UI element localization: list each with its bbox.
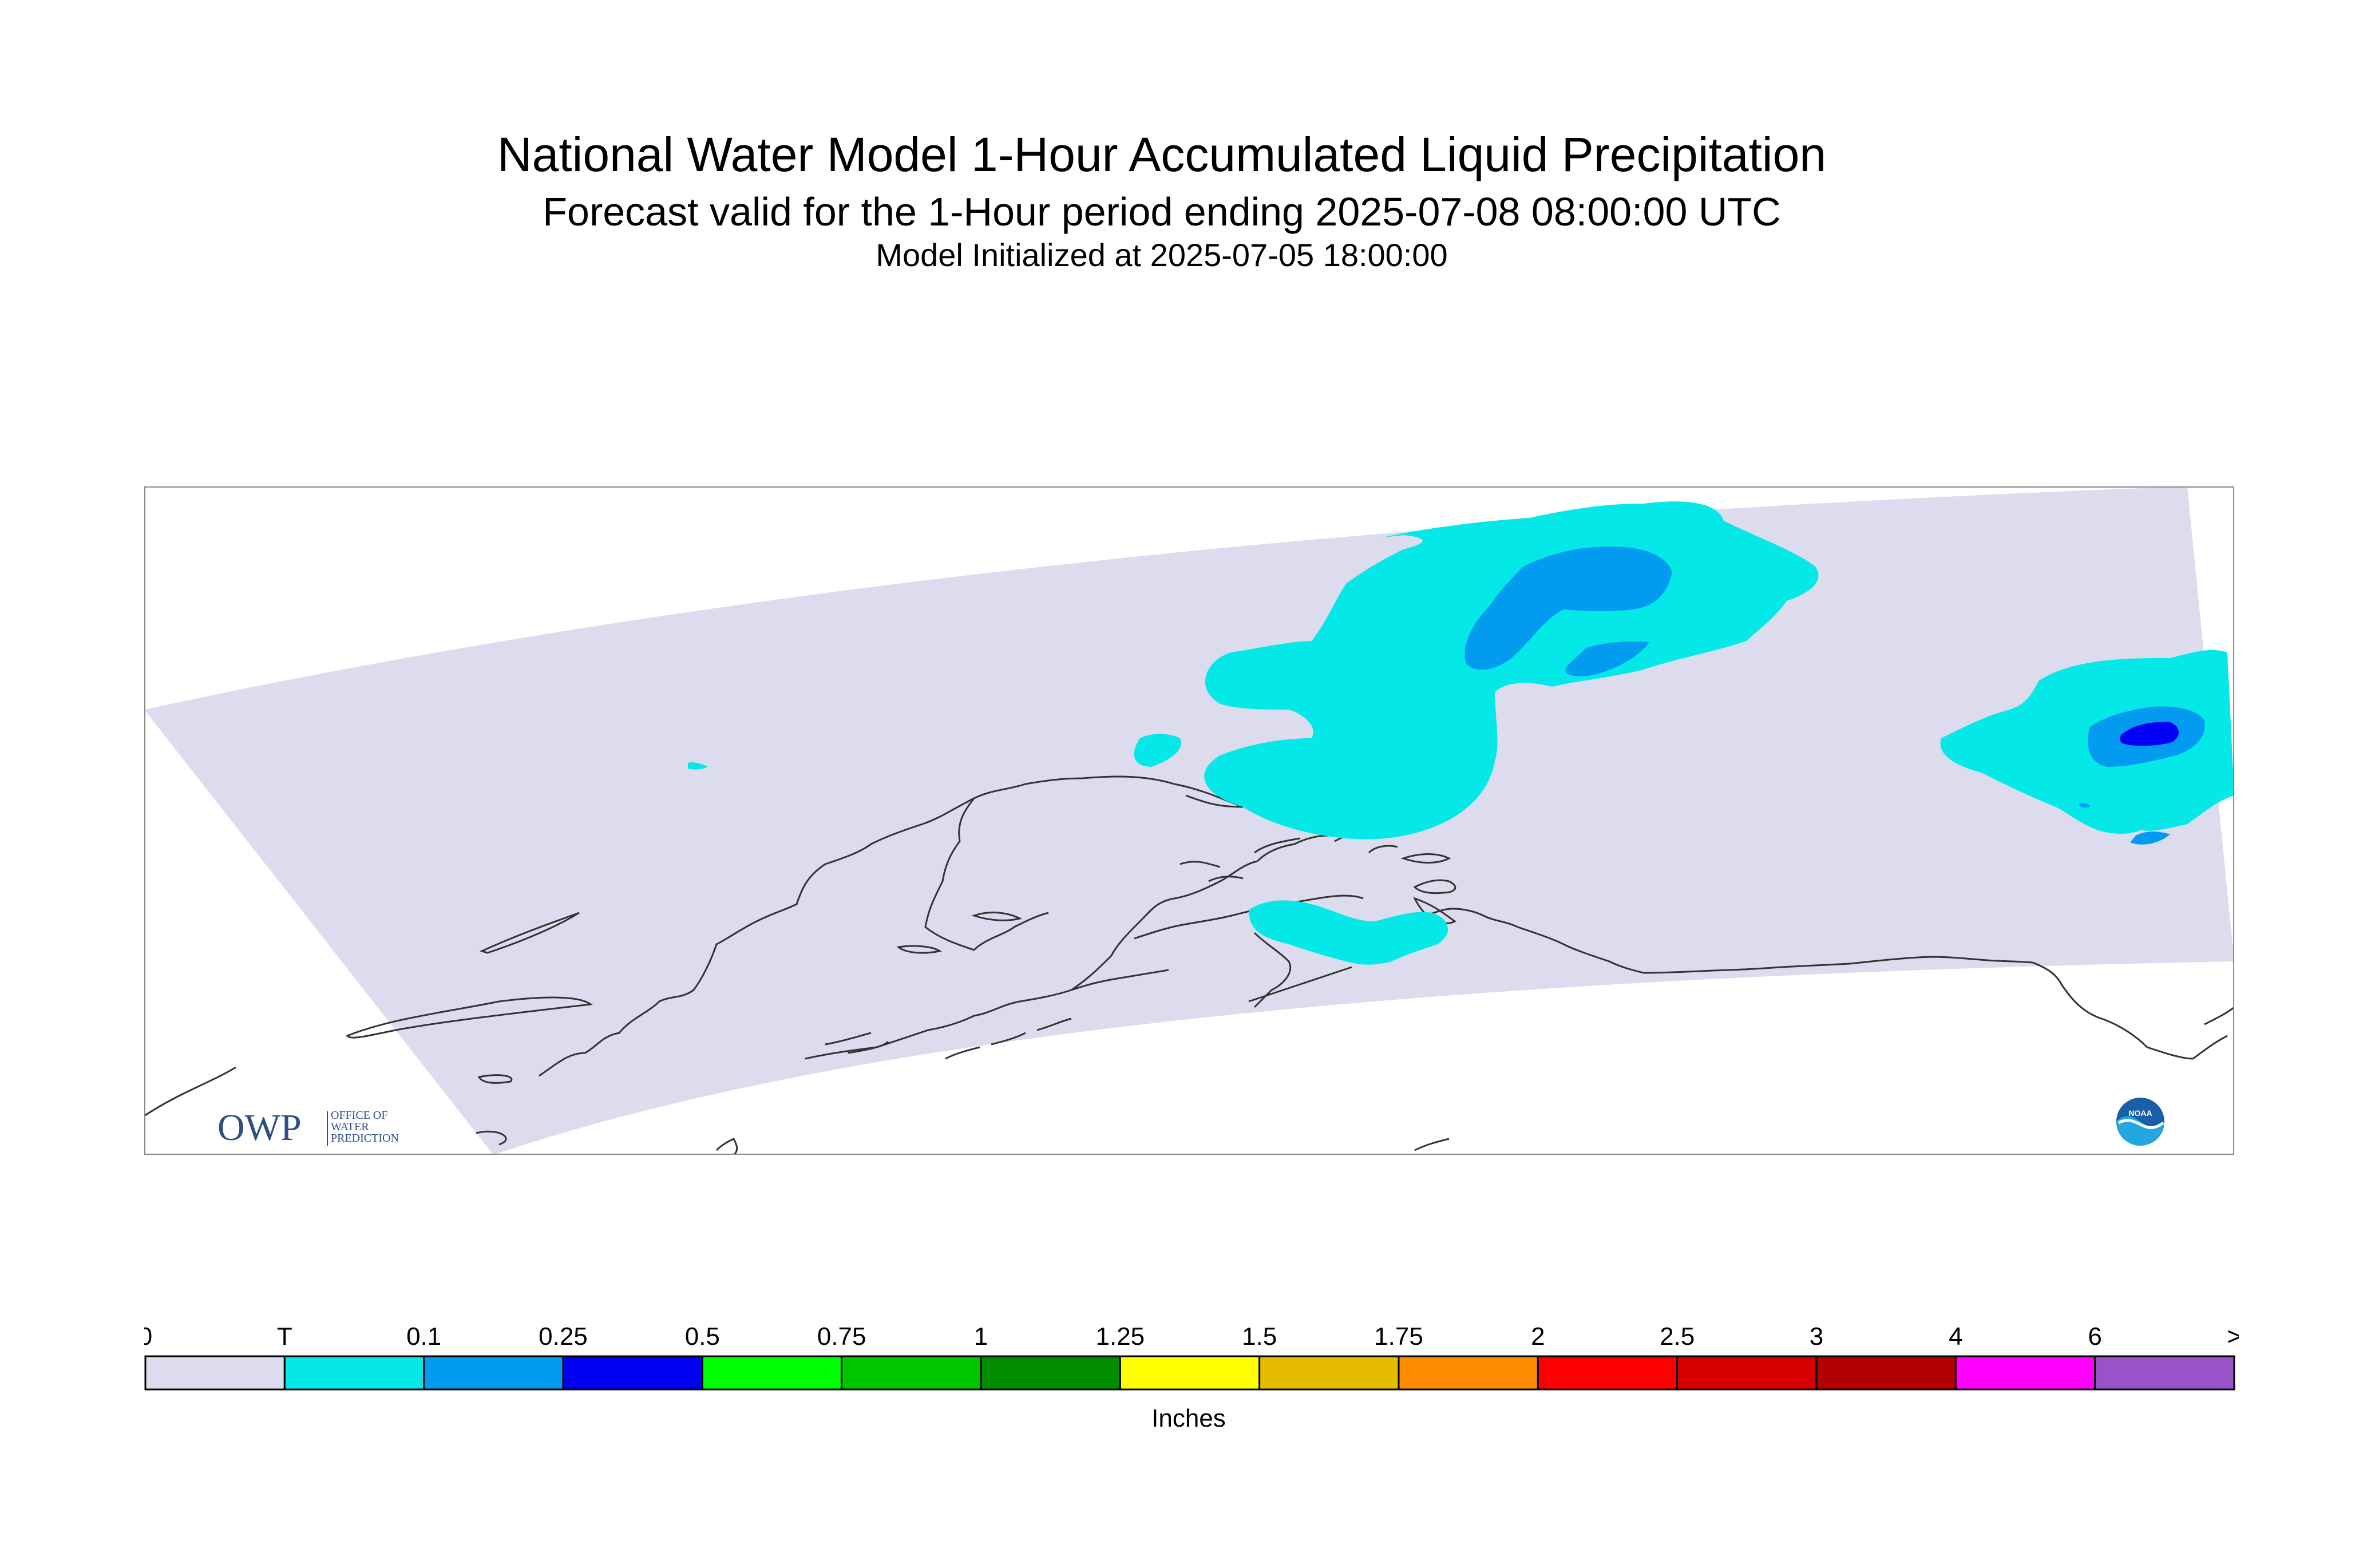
legend-box-2 xyxy=(423,1355,564,1391)
legend-tick-2: 0.1 xyxy=(406,1322,441,1351)
owp-line-2: WATER xyxy=(331,1120,369,1133)
legend-box-1 xyxy=(283,1355,425,1391)
page-title: National Water Model 1-Hour Accumulated … xyxy=(497,128,1827,181)
legend-unit-label: Inches xyxy=(1151,1404,1226,1432)
legend-tick-7: 1.25 xyxy=(1096,1322,1145,1351)
legend-tick-0: 0 xyxy=(144,1322,152,1351)
legend-color-boxes xyxy=(144,1355,2235,1391)
legend-tick-4: 0.5 xyxy=(685,1322,720,1351)
legend-tick-8: 1.5 xyxy=(1242,1322,1277,1351)
legend-tick-10: 2 xyxy=(1531,1322,1545,1351)
owp-line-3: PREDICTION xyxy=(331,1132,399,1145)
legend-tick-3: 0.25 xyxy=(539,1322,588,1351)
legend-box-4 xyxy=(701,1355,843,1391)
legend-tick-14: 6 xyxy=(2088,1322,2101,1351)
map-frame xyxy=(144,486,2234,1155)
precipitation-map: OWP OFFICE OF WATER PREDICTION NOAA xyxy=(144,486,2234,1155)
legend-box-9 xyxy=(1398,1355,1539,1391)
noaa-logo: NOAA xyxy=(2116,1098,2164,1146)
legend-box-11 xyxy=(1676,1355,1818,1391)
legend-box-6 xyxy=(980,1355,1121,1391)
legend-box-7 xyxy=(1119,1355,1261,1391)
legend-box-5 xyxy=(841,1355,982,1391)
legend-box-10 xyxy=(1537,1355,1679,1391)
legend-box-8 xyxy=(1258,1355,1400,1391)
legend-tick-6: 1 xyxy=(974,1322,988,1351)
legend-tick-9: 1.75 xyxy=(1374,1322,1423,1351)
owp-line-1: OFFICE OF xyxy=(331,1109,387,1122)
legend-tick-1: T xyxy=(277,1322,292,1351)
legend-tick-labels: 0 T 0.1 0.25 0.5 0.75 1 1.25 1.5 1.75 2 2.5 3 4 6 > xyxy=(144,1322,2239,1351)
noaa-text: NOAA xyxy=(2128,1108,2152,1118)
legend-box-13 xyxy=(1954,1355,2096,1391)
legend-box-14 xyxy=(2094,1355,2235,1391)
owp-logo: OWP OFFICE OF WATER PREDICTION xyxy=(217,1107,399,1149)
legend-box-12 xyxy=(1815,1355,1957,1391)
model-domain xyxy=(144,486,2234,1155)
legend-box-0 xyxy=(144,1355,286,1391)
legend-box-3 xyxy=(562,1355,703,1391)
color-legend: 0 T 0.1 0.25 0.5 0.75 1 1.25 1.5 1.75 2 2.5 3 4 6 > Inc… xyxy=(144,1322,2239,1432)
forecast-valid-subtitle: Forecast valid for the 1-Hour period end… xyxy=(543,189,1781,234)
precipitation-areas xyxy=(688,501,2234,965)
legend-tick-5: 0.75 xyxy=(817,1322,866,1351)
owp-letters: OWP xyxy=(217,1107,302,1149)
model-init-subtitle: Model Initialized at 2025-07-05 18:00:00 xyxy=(876,237,1448,273)
legend-tick-12: 3 xyxy=(1810,1322,1823,1351)
legend-tick-15: > xyxy=(2227,1322,2239,1351)
legend-tick-11: 2.5 xyxy=(1660,1322,1695,1351)
legend-tick-13: 4 xyxy=(1949,1322,1962,1351)
